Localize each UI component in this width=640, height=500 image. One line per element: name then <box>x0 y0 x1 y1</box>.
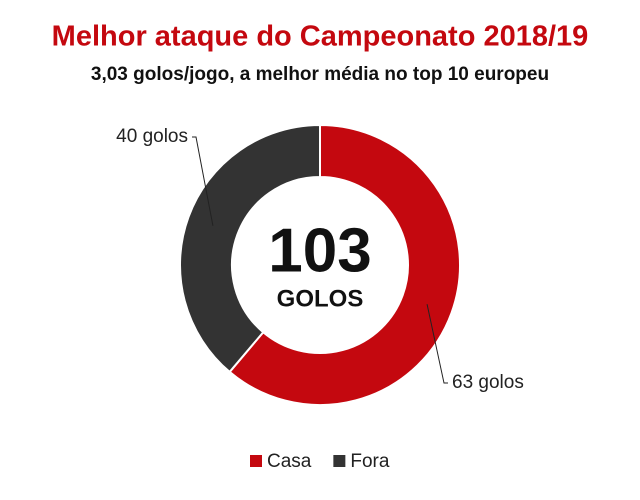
data-label: 40 golos <box>116 126 188 147</box>
center-label: GOLOS <box>277 285 364 312</box>
leader-line <box>192 136 214 226</box>
legend-label: Fora <box>350 451 390 472</box>
leader-line <box>426 304 448 384</box>
center-total: 103 <box>268 216 371 285</box>
legend-label: Casa <box>267 451 312 472</box>
legend-swatch <box>333 455 346 467</box>
chart-subtitle: 3,03 golos/jogo, a melhor média no top 1… <box>91 64 549 85</box>
legend-swatch <box>250 455 262 467</box>
donut-slice <box>179 123 321 374</box>
donut-slice <box>228 123 461 406</box>
chart-title: Melhor ataque do Campeonato 2018/19 <box>52 21 589 53</box>
data-label: 63 golos <box>452 372 524 393</box>
